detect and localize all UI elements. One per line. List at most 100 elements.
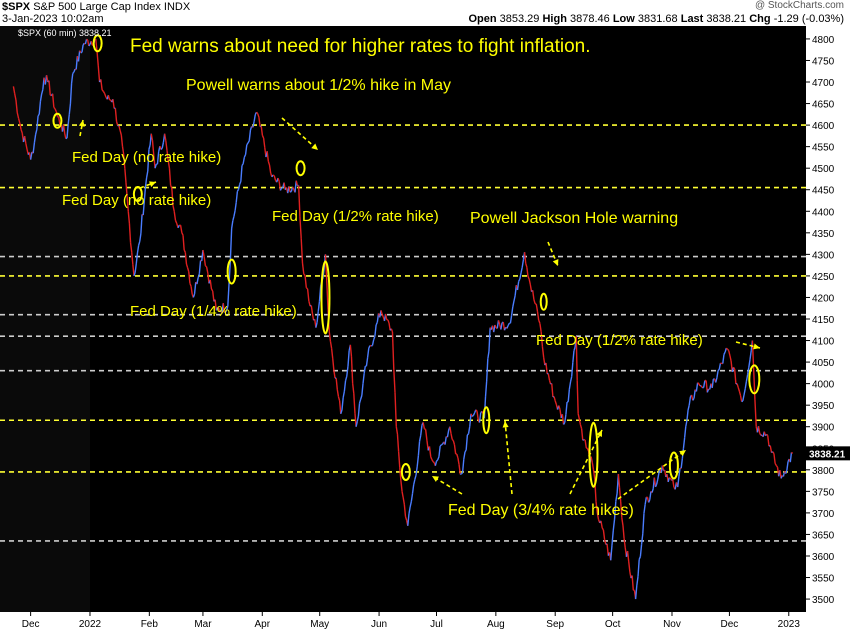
x-tick-label: Nov bbox=[663, 619, 681, 630]
annotation-label: Fed Day (1/4% rate hike) bbox=[130, 303, 297, 320]
index-name: S&P 500 Large Cap Index bbox=[33, 1, 161, 13]
plot-background-2021 bbox=[0, 26, 90, 612]
low-label: Low bbox=[613, 13, 635, 25]
price-segment bbox=[776, 465, 777, 467]
y-axis-svg: 3500355036003650370037503800385039003950… bbox=[806, 26, 850, 612]
price-segment bbox=[437, 460, 438, 461]
price-segment bbox=[304, 274, 305, 275]
price-segment bbox=[472, 415, 473, 416]
annotation-label: Powell warns about 1/2% hike in May bbox=[186, 77, 451, 94]
price-segment bbox=[57, 116, 58, 117]
exchange-label: INDX bbox=[164, 1, 190, 13]
chart-header: $SPX S&P 500 Large Cap Index INDX 3-Jan-… bbox=[0, 0, 850, 26]
price-segment bbox=[273, 175, 274, 176]
x-tick-label: Sep bbox=[546, 619, 564, 630]
price-segment bbox=[257, 112, 258, 114]
y-tick-label: 4000 bbox=[812, 380, 835, 391]
x-tick-label: Apr bbox=[255, 619, 271, 630]
annotation-label: Fed Day (3/4% rate hikes) bbox=[448, 502, 634, 519]
price-segment bbox=[583, 440, 584, 441]
price-segment bbox=[440, 445, 441, 446]
price-segment bbox=[742, 401, 743, 402]
y-tick-label: 4150 bbox=[812, 315, 835, 326]
x-tick-label: Mar bbox=[194, 619, 212, 630]
price-segment bbox=[767, 434, 768, 435]
annotation-label: Fed Day (no rate hike) bbox=[62, 192, 211, 209]
price-segment bbox=[467, 434, 468, 435]
price-segment bbox=[452, 439, 453, 440]
high-value: 3878.46 bbox=[570, 13, 610, 25]
price-chart-svg[interactable]: Fed warns about need for higher rates to… bbox=[0, 26, 806, 612]
date-label: 3-Jan-2023 10:02am bbox=[2, 13, 190, 25]
x-tick-label: Feb bbox=[141, 619, 159, 630]
price-segment bbox=[87, 39, 88, 40]
price-segment bbox=[237, 189, 238, 191]
low-value: 3831.68 bbox=[638, 13, 678, 25]
y-axis: 3500355036003650370037503800385039003950… bbox=[806, 26, 850, 612]
y-tick-label: 4250 bbox=[812, 272, 835, 283]
price-segment bbox=[73, 72, 74, 73]
price-segment bbox=[441, 444, 442, 445]
y-tick-label: 4500 bbox=[812, 164, 835, 175]
y-tick-label: 4100 bbox=[812, 337, 835, 348]
y-tick-label: 4750 bbox=[812, 56, 835, 67]
y-tick-label: 4200 bbox=[812, 293, 835, 304]
price-segment bbox=[290, 191, 291, 192]
last-value: 3838.21 bbox=[706, 13, 746, 25]
price-segment bbox=[432, 460, 433, 462]
price-segment bbox=[80, 51, 81, 53]
open-label: Open bbox=[468, 13, 496, 25]
header-title-block: $SPX S&P 500 Large Cap Index INDX 3-Jan-… bbox=[2, 1, 190, 25]
price-segment bbox=[461, 473, 462, 475]
price-segment bbox=[577, 381, 578, 414]
chg-label: Chg bbox=[749, 13, 770, 25]
x-tick-label: 2023 bbox=[778, 619, 801, 630]
annotation-label: Fed Day (no rate hike) bbox=[72, 149, 221, 166]
last-label: Last bbox=[681, 13, 704, 25]
price-segment bbox=[54, 107, 55, 109]
x-tick-label: Jul bbox=[430, 619, 443, 630]
y-tick-label: 4350 bbox=[812, 229, 835, 240]
y-tick-label: 4700 bbox=[812, 78, 835, 89]
chg-value: -1.29 (-0.03%) bbox=[774, 13, 844, 25]
y-tick-label: 4650 bbox=[812, 100, 835, 111]
y-tick-label: 3550 bbox=[812, 574, 835, 585]
y-tick-label: 3500 bbox=[812, 595, 835, 606]
price-segment bbox=[433, 462, 434, 463]
y-tick-label: 3800 bbox=[812, 466, 835, 477]
high-label: High bbox=[542, 13, 566, 25]
y-tick-label: 4400 bbox=[812, 207, 835, 218]
y-tick-label: 4050 bbox=[812, 358, 835, 369]
chart-plot-area[interactable]: Fed warns about need for higher rates to… bbox=[0, 26, 806, 612]
annotation-label: Fed warns about need for higher rates to… bbox=[130, 36, 591, 57]
x-tick-label: Jun bbox=[371, 619, 387, 630]
price-segment bbox=[242, 164, 243, 166]
price-segment bbox=[205, 266, 206, 267]
price-segment bbox=[306, 288, 307, 289]
price-segment bbox=[728, 349, 729, 350]
price-segment bbox=[102, 90, 103, 92]
price-segment bbox=[791, 452, 792, 453]
brand-label: @ StockCharts.com bbox=[755, 0, 844, 11]
quote-block: Open 3853.29 High 3878.46 Low 3831.68 La… bbox=[468, 13, 844, 25]
x-tick-label: Aug bbox=[487, 619, 505, 630]
annotation-label: Fed Day (1/2% rate hike) bbox=[272, 208, 439, 225]
x-tick-label: Dec bbox=[22, 619, 40, 630]
price-segment bbox=[698, 383, 699, 384]
y-tick-label: 4600 bbox=[812, 121, 835, 132]
y-tick-label: 3950 bbox=[812, 401, 835, 412]
x-tick-label: May bbox=[310, 619, 329, 630]
y-tick-label: 4800 bbox=[812, 35, 835, 46]
open-value: 3853.29 bbox=[500, 13, 540, 25]
price-segment bbox=[726, 348, 727, 349]
y-tick-label: 3650 bbox=[812, 530, 835, 541]
y-tick-label: 4450 bbox=[812, 186, 835, 197]
y-tick-label: 3700 bbox=[812, 509, 835, 520]
y-tick-label: 4300 bbox=[812, 250, 835, 261]
annotation-label: Powell Jackson Hole warning bbox=[470, 210, 678, 227]
y-tick-label: 3600 bbox=[812, 552, 835, 563]
price-segment bbox=[718, 369, 719, 370]
y-tick-label: 3900 bbox=[812, 423, 835, 434]
price-segment bbox=[89, 44, 90, 45]
